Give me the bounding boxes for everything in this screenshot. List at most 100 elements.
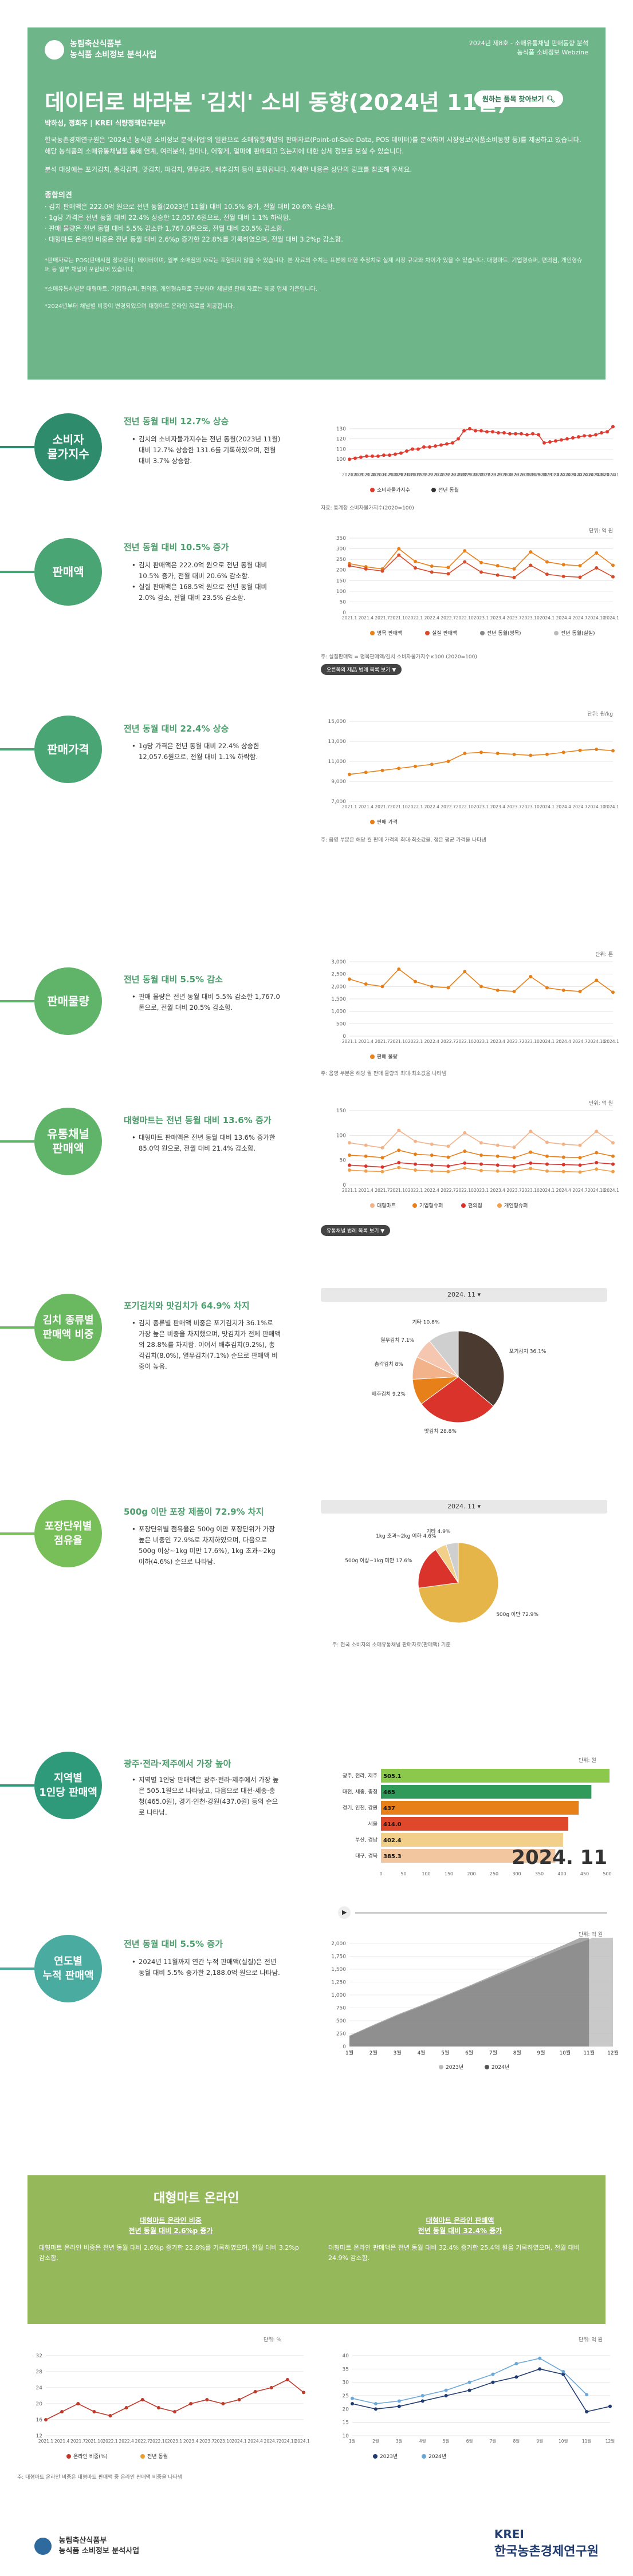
x-tick-label: 2024.7 — [583, 472, 597, 477]
x-tick-label: 2022.4 — [424, 1039, 439, 1044]
data-point — [588, 434, 592, 438]
footer-krei-logo: KREI 한국농촌경제연구원 — [494, 2527, 599, 2559]
data-point — [397, 547, 401, 551]
pack-month-select[interactable]: 2024. 11 ▾ — [321, 1500, 607, 1514]
data-point — [364, 1154, 368, 1158]
section-region-headline: 광주·전라·제주에서 가장 높아 — [124, 1759, 231, 1769]
channel-legend-button[interactable]: 유통채널 범례 목록 보기 ▼ — [321, 1225, 391, 1236]
summary-item: · 1g당 가격은 전년 동월 대비 22.4% 상승한 12,057.6원으로… — [45, 214, 291, 222]
data-point — [253, 2390, 257, 2393]
data-point — [446, 572, 450, 576]
x-tick-label: 2024.11 — [604, 615, 619, 621]
y-tick-label: 150 — [336, 578, 346, 584]
x-tick-label: 10월 — [559, 2049, 571, 2056]
section-price-headline: 전년 동월 대비 22.4% 상승 — [124, 724, 229, 734]
data-point — [561, 1142, 565, 1146]
pie-slice — [420, 1376, 494, 1423]
slider-track[interactable] — [355, 1912, 607, 1914]
play-icon: ▶ — [342, 1909, 347, 1916]
x-tick-label: 2024.4 — [556, 804, 571, 809]
data-point — [537, 433, 540, 437]
legend-swatch — [554, 631, 559, 635]
y-tick-label: 1,500 — [331, 1967, 346, 1973]
online-sales-head1: 대형마트 온라인 판매액 — [426, 2217, 494, 2225]
data-point — [578, 1156, 582, 1160]
cumul-area-chart[interactable]: 0 250 500 750 1,000 1,250 1,500 1,750 2,000 1월 2월 3… — [321, 1938, 619, 2075]
section-cpi-badge: 소비자 물가지수 — [0, 413, 102, 481]
section-volume-text: 판매 물량은 전년 동월 대비 5.5% 감소한 1,767.0톤으로, 전월 … — [132, 991, 281, 1013]
online-sales-chart[interactable]: 10 15 20 25 30 35 40 1월 2월 3월 4월 5월 6월 7월 8월 9월 10월 11월 12… — [324, 2344, 616, 2464]
pack-pie-chart[interactable]: 500g 이만 72.9% 500g 이상~1kg 미만 17.6% 1kg 초과~… — [344, 1523, 573, 1637]
play-button[interactable]: ▶ — [338, 1906, 351, 1919]
data-point — [611, 749, 615, 753]
y-tick-label: 1,000 — [331, 1993, 346, 1998]
legend-label: 2024년 — [428, 2453, 446, 2460]
legend-label: 전년 동월(명목) — [487, 630, 521, 637]
data-point — [173, 2410, 176, 2413]
x-tick-label: 100 — [422, 1871, 430, 1876]
cpi-line-chart[interactable]: 1001101201302021.12021.22021.32021.42021… — [321, 412, 619, 498]
data-point — [529, 1167, 533, 1171]
data-point — [428, 445, 431, 449]
type-pie-chart[interactable]: 포기김치 36.1% 맛김치 28.8% 배추김치 9.2% 총각김치 8% 열무김치 … — [344, 1311, 573, 1437]
y-tick-label: 11,000 — [328, 759, 347, 765]
x-tick-label: 2021.4 — [359, 804, 373, 809]
y-tick-label: 20 — [36, 2401, 43, 2407]
data-point — [508, 432, 512, 436]
data-point — [491, 2372, 495, 2376]
data-point — [205, 2398, 209, 2401]
data-point — [578, 1170, 582, 1174]
footnote-1: *판매자료는 POS(판매시점 정보관리) 데이터이며, 일부 소매점의 자료는… — [45, 258, 583, 273]
price-line-chart[interactable]: 7,000 9,000 11,000 13,000 15,000 2021.1 2021.4… — [321, 710, 619, 830]
section-price-text: 1g당 가격은 전년 동월 대비 22.4% 상승한 12,057.6원으로, … — [132, 741, 281, 762]
region-bar-chart[interactable]: 광주, 전라, 제주 505.1 대전, 세종, 충청 465 경기, 인천, 강원 43… — [321, 1763, 619, 1895]
legend-label: 전년 동월 — [147, 2453, 168, 2460]
data-point — [444, 2388, 448, 2392]
data-point — [430, 1163, 434, 1167]
data-point — [373, 2407, 378, 2411]
data-point — [485, 430, 489, 434]
section-type-title: 김치 종류별 판매액 비중 — [42, 1314, 94, 1341]
slice-label: 포기김치 36.1% — [509, 1348, 546, 1355]
data-point — [548, 440, 552, 444]
category-label: 대구, 경북 — [355, 1852, 378, 1859]
section-cumul-headline: 전년 동월 대비 5.5% 증가 — [124, 1939, 223, 1949]
legend-label: 2023년 — [446, 2064, 463, 2071]
data-point — [463, 970, 467, 974]
slice-label: 1kg 초과~2kg 이하 4.6% — [376, 1533, 437, 1539]
y-tick-label: 0 — [343, 2044, 346, 2050]
region-time-slider[interactable]: ▶ — [338, 1906, 607, 1919]
data-point — [430, 1169, 434, 1173]
krei-mark: KREI — [494, 2527, 524, 2541]
data-point — [463, 1166, 467, 1170]
data-point — [399, 451, 403, 455]
data-point — [446, 1155, 450, 1159]
data-point — [380, 768, 384, 772]
x-tick-label: 2024.4 — [565, 472, 580, 477]
data-point — [578, 748, 582, 752]
x-tick-label: 1월 — [349, 2438, 356, 2444]
data-point — [380, 1165, 384, 1169]
online-title: 대형마트 온라인 — [154, 2191, 239, 2206]
y-tick-label: 300 — [336, 547, 346, 552]
data-point — [479, 1153, 483, 1157]
type-month-select[interactable]: 2024. 11 ▾ — [321, 1288, 607, 1302]
y-tick-label: 40 — [343, 2353, 349, 2359]
y-tick-label: 1,500 — [331, 997, 346, 1002]
data-point — [512, 1164, 516, 1168]
sales-legend-button[interactable]: 오른쪽의 제品 범례 목록 보기 ▼ — [321, 664, 402, 675]
data-point — [611, 1170, 615, 1174]
data-point — [397, 1148, 401, 1152]
footer-agency-icon — [34, 2538, 52, 2555]
item-search-button[interactable]: 원하는 품목 찾아보기 🔍︎ — [474, 90, 564, 107]
search-icon: 🔍︎ — [546, 95, 556, 103]
x-tick-label: 2022.12 — [472, 472, 490, 477]
legend-swatch — [370, 1054, 375, 1059]
y-tick-label: 200 — [336, 568, 346, 574]
x-tick-label: 2022.11 — [466, 472, 484, 477]
y-tick-label: 15,000 — [328, 719, 347, 725]
